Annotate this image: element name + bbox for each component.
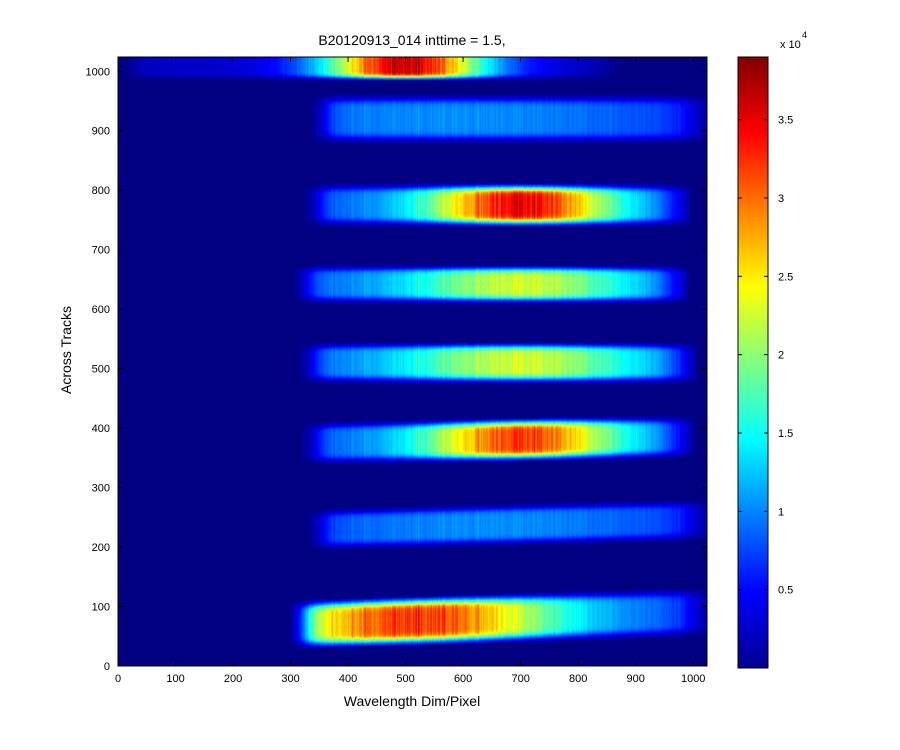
chart-title: B20120913_014 inttime = 1.5, bbox=[318, 32, 505, 48]
colorbar-frame bbox=[737, 56, 769, 669]
colorbar-multiplier: x 10 bbox=[780, 39, 801, 51]
colorbar-tick-label: 1.5 bbox=[778, 428, 793, 440]
x-tick-label: 700 bbox=[511, 673, 529, 685]
x-tick-label: 800 bbox=[569, 673, 587, 685]
x-tick-label: 500 bbox=[396, 673, 414, 685]
heatmap-image bbox=[118, 57, 707, 666]
y-tick-label: 800 bbox=[92, 185, 110, 197]
plot-frame bbox=[117, 56, 708, 667]
x-tick-label: 400 bbox=[339, 673, 357, 685]
y-tick-label: 600 bbox=[92, 304, 110, 316]
colorbar: 0.5 1 1.5 2 2.5 3 3.5 x 10 4 bbox=[737, 30, 807, 669]
x-axis-label: Wavelength Dim/Pixel bbox=[344, 693, 480, 709]
plot-area: 0 100 200 300 400 500 600 700 800 900 1000 0 100 200… bbox=[86, 56, 708, 685]
colorbar-tick-label: 3 bbox=[778, 193, 784, 205]
y-tick-label: 900 bbox=[92, 126, 110, 138]
x-tick-label: 1000 bbox=[681, 673, 705, 685]
colorbar-tick-label: 3.5 bbox=[778, 115, 793, 127]
y-tick-label: 100 bbox=[92, 602, 110, 614]
y-axis-ticks: 0 100 200 300 400 500 600 700 800 900 1000 bbox=[86, 66, 707, 673]
colorbar-exponent: 4 bbox=[802, 30, 807, 40]
y-tick-label: 500 bbox=[92, 364, 110, 376]
x-axis-ticks: 0 100 200 300 400 500 600 700 800 900 1000 bbox=[115, 57, 705, 685]
x-tick-label: 600 bbox=[454, 673, 472, 685]
y-tick-label: 0 bbox=[104, 661, 110, 673]
x-tick-label: 0 bbox=[115, 673, 121, 685]
x-tick-label: 200 bbox=[224, 673, 242, 685]
y-tick-label: 400 bbox=[92, 423, 110, 435]
x-tick-label: 100 bbox=[166, 673, 184, 685]
colorbar-ticks: 0.5 1 1.5 2 2.5 3 3.5 bbox=[738, 115, 793, 597]
y-tick-label: 300 bbox=[92, 483, 110, 495]
colorbar-gradient bbox=[738, 57, 768, 668]
colorbar-tick-label: 2 bbox=[778, 350, 784, 362]
colorbar-tick-label: 1 bbox=[778, 506, 784, 518]
y-tick-label: 200 bbox=[92, 542, 110, 554]
x-tick-label: 900 bbox=[626, 673, 644, 685]
x-tick-label: 300 bbox=[281, 673, 299, 685]
y-tick-label: 700 bbox=[92, 245, 110, 257]
y-axis-label: Across Tracks bbox=[58, 306, 74, 394]
y-tick-label: 1000 bbox=[86, 66, 110, 78]
colorbar-tick-label: 0.5 bbox=[778, 585, 793, 597]
colorbar-tick-label: 2.5 bbox=[778, 271, 793, 283]
